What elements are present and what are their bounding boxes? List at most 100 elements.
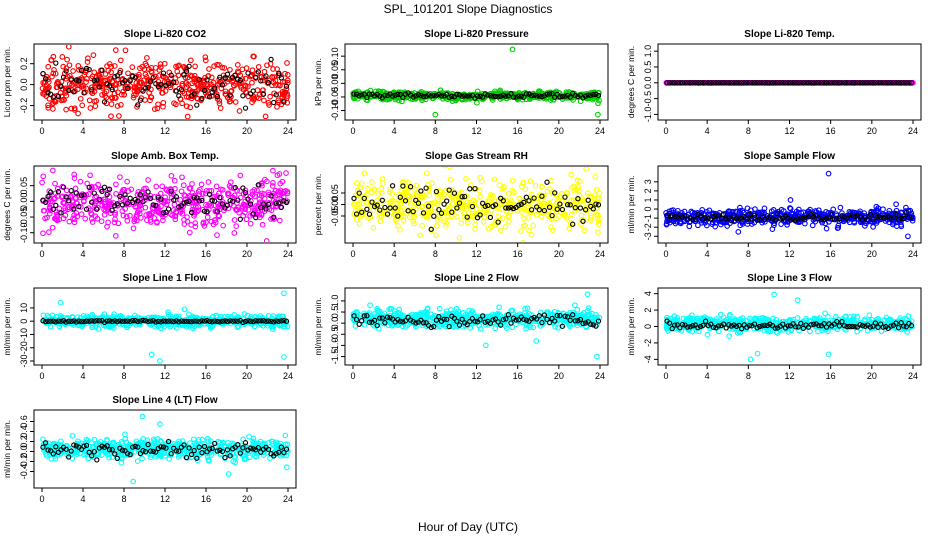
mean-point xyxy=(723,80,729,86)
mean-point xyxy=(178,86,185,93)
data-point xyxy=(787,205,794,212)
data-point xyxy=(71,105,78,112)
mean-point xyxy=(199,318,205,324)
x-tick-label: 12 xyxy=(471,371,481,381)
data-point xyxy=(568,211,575,218)
data-point xyxy=(492,325,499,332)
points xyxy=(350,167,603,242)
data-point xyxy=(50,106,56,112)
mean-point xyxy=(374,91,380,98)
x-tick-label: 8 xyxy=(433,249,438,259)
data-point xyxy=(372,187,378,194)
mean-point xyxy=(552,94,558,100)
mean-point xyxy=(206,94,213,100)
data-point xyxy=(48,57,55,64)
mean-point xyxy=(775,210,781,217)
data-point xyxy=(48,198,54,205)
data-point xyxy=(413,182,420,189)
data-point xyxy=(183,103,190,110)
data-point xyxy=(522,186,529,193)
data-point xyxy=(204,87,210,94)
outlier-point xyxy=(568,171,575,178)
data-point xyxy=(49,73,55,80)
data-point xyxy=(256,196,263,202)
mean-point xyxy=(73,77,79,83)
mean-point xyxy=(702,215,709,221)
mean-point xyxy=(528,207,535,213)
data-point xyxy=(350,201,357,208)
mean-point xyxy=(534,204,540,210)
x-tick-label: 12 xyxy=(471,126,481,136)
data-point xyxy=(165,78,172,85)
data-point xyxy=(235,69,242,76)
data-point xyxy=(66,62,73,69)
outlier-point xyxy=(595,229,601,235)
data-point xyxy=(186,229,193,236)
mean-point xyxy=(142,85,149,91)
data-point xyxy=(111,63,118,69)
mean-point xyxy=(692,80,698,86)
mean-point xyxy=(467,93,473,99)
mean-point xyxy=(397,91,403,98)
mean-point xyxy=(787,80,794,86)
mean-point xyxy=(666,80,673,86)
mean-point xyxy=(684,80,691,86)
data-point xyxy=(247,220,254,227)
y-tick-label: 1.0 xyxy=(330,295,340,308)
data-point xyxy=(213,91,220,97)
mean-point xyxy=(58,83,64,89)
data-point xyxy=(242,75,249,82)
data-point xyxy=(807,213,814,220)
data-point xyxy=(49,224,56,231)
data-point xyxy=(237,79,244,86)
mean-point xyxy=(255,182,261,188)
y-tick-label: -0.05 xyxy=(330,87,340,108)
mean-point xyxy=(260,201,267,207)
mean-point xyxy=(83,206,90,212)
y-tick-label: 0.0 xyxy=(19,78,29,91)
x-tick-label: 20 xyxy=(554,126,564,136)
mean-point xyxy=(906,214,912,221)
mean-point xyxy=(359,209,365,215)
data-point xyxy=(133,91,139,98)
data-point xyxy=(520,215,527,222)
data-point xyxy=(584,200,590,207)
data-point xyxy=(446,167,453,170)
mean-point xyxy=(168,72,174,78)
x-tick-label: 12 xyxy=(160,126,170,136)
mean-point xyxy=(191,194,197,201)
data-point xyxy=(434,217,441,223)
data-point xyxy=(397,200,404,206)
mean-point xyxy=(71,206,77,212)
mean-point xyxy=(405,208,411,214)
panel-title: Slope Li-820 Pressure xyxy=(424,29,529,40)
data-point xyxy=(761,205,768,212)
data-point xyxy=(378,190,385,197)
data-point xyxy=(225,205,232,212)
mean-point xyxy=(160,210,167,216)
mean-point xyxy=(168,318,174,324)
mean-point xyxy=(366,211,373,217)
data-point xyxy=(380,180,386,187)
data-point xyxy=(173,325,180,331)
data-point xyxy=(154,105,161,112)
mean-point xyxy=(539,193,545,199)
mean-point xyxy=(232,318,238,324)
data-point xyxy=(106,201,112,208)
mean-point xyxy=(456,92,463,98)
data-point xyxy=(540,193,547,200)
data-point xyxy=(102,208,109,214)
mean-point xyxy=(232,72,238,78)
data-point xyxy=(154,218,160,225)
data-point xyxy=(128,186,135,193)
y-tick-label: -10 xyxy=(19,328,29,341)
mean-point xyxy=(219,318,226,324)
outlier-point xyxy=(283,170,289,176)
data-point xyxy=(105,67,112,74)
data-point xyxy=(438,192,445,199)
outlier-point xyxy=(432,111,439,118)
mean-point xyxy=(124,318,131,324)
data-point xyxy=(120,212,127,219)
y-axis-label: degrees C per min. xyxy=(626,46,636,118)
mean-point xyxy=(48,318,54,324)
